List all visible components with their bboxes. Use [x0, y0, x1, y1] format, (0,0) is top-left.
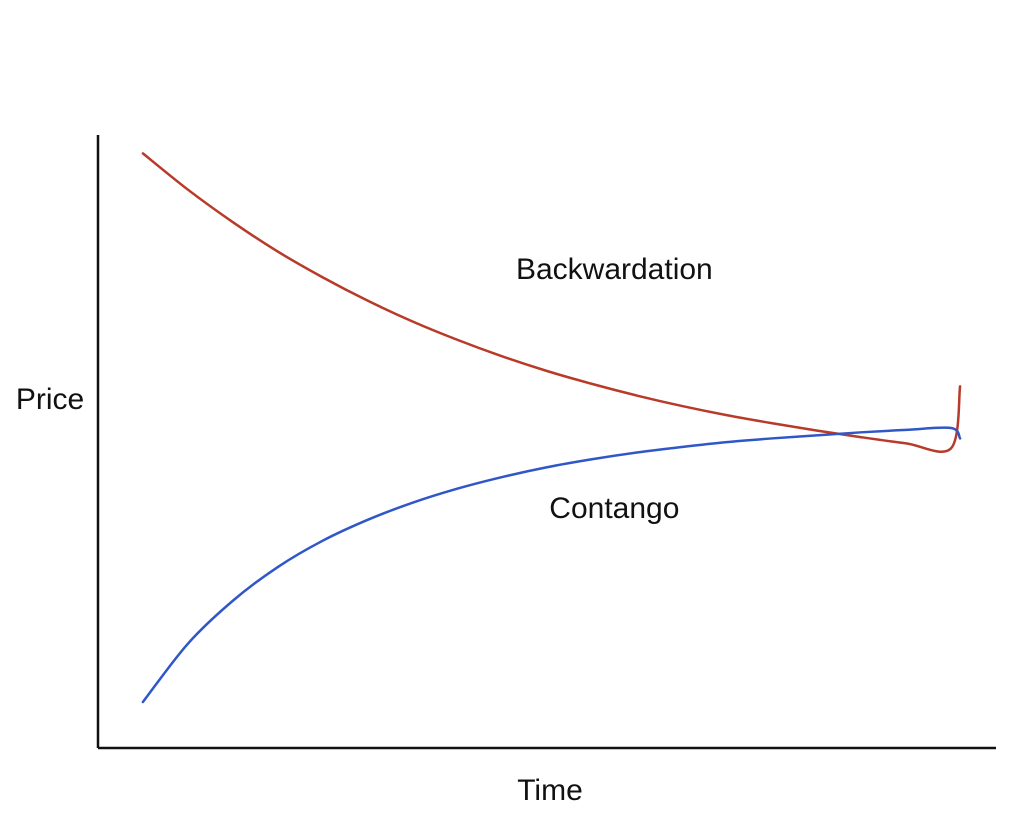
backwardation-line — [141, 152, 962, 453]
x-axis-label: Time — [517, 774, 583, 807]
backwardation-annotation: Backwardation — [516, 253, 713, 286]
axes — [96, 135, 996, 750]
y-axis-label: Price — [16, 383, 84, 416]
labels: Price Time Backwardation Contango — [16, 253, 713, 807]
contango-line — [141, 426, 962, 704]
contango-annotation: Contango — [549, 492, 679, 525]
series-layer — [141, 152, 962, 704]
